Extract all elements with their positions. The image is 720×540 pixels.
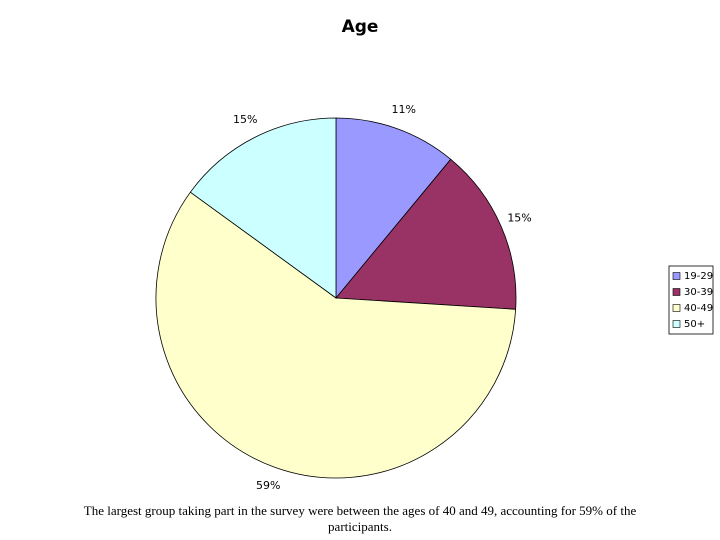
pie-slice [335, 117, 452, 300]
legend-label: 50+ [684, 319, 705, 330]
pie-slice [155, 191, 517, 479]
chart-title: Age [342, 17, 379, 37]
legend-label: 30-39 [684, 287, 713, 298]
data-label: 11% [392, 103, 416, 116]
data-label: 15% [507, 212, 531, 225]
pie-slice [335, 158, 517, 310]
legend-swatch [672, 320, 681, 328]
legend-label: 19-29 [684, 271, 713, 282]
data-label: 59% [256, 479, 280, 492]
legend-swatch [672, 288, 681, 296]
legend-swatch [672, 272, 681, 280]
legend-label: 40-49 [684, 303, 713, 314]
caption: The largest group taking part in the sur… [83, 503, 637, 534]
data-label: 15% [233, 113, 257, 126]
pie-slice [189, 117, 337, 299]
legend-swatch [672, 304, 681, 312]
